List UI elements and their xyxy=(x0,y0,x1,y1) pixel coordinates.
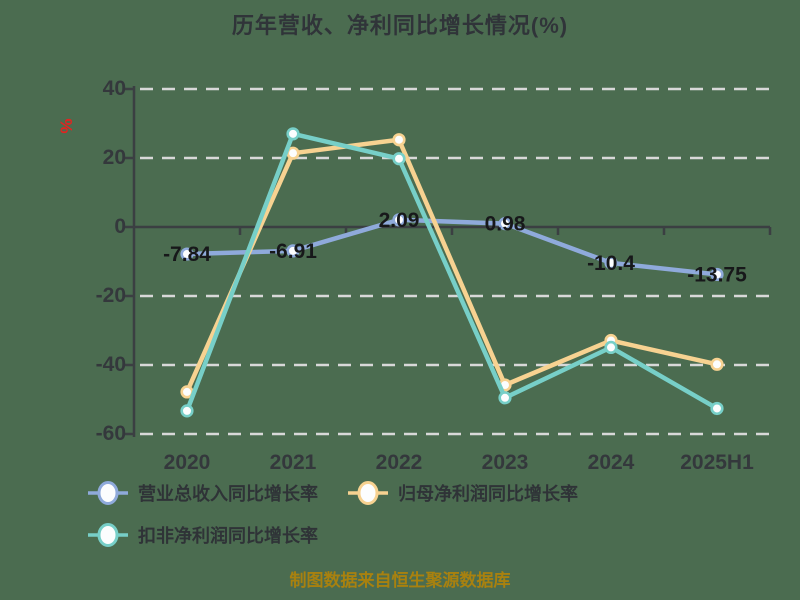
series-line-2 xyxy=(184,131,720,414)
legend-marker-icon xyxy=(88,481,128,505)
chart-title: 历年营收、净利同比增长情况(%) xyxy=(231,13,569,38)
x-tick-label: 2023 xyxy=(481,451,529,474)
data-point-label: 2.09 xyxy=(379,209,420,232)
data-point xyxy=(498,217,512,231)
data-point xyxy=(392,133,406,147)
data-point-label: -13.75 xyxy=(687,263,747,286)
data-point xyxy=(710,357,724,371)
x-tick-label: 2020 xyxy=(163,451,211,474)
data-point xyxy=(604,256,618,270)
y-tick-label: 20 xyxy=(102,146,126,169)
legend-item-1: 归母净利润同比增长率 xyxy=(348,479,578,507)
legend-marker-icon xyxy=(348,481,388,505)
data-point xyxy=(710,267,724,282)
data-point xyxy=(604,340,618,355)
data-source-note: 制图数据来自恒生聚源数据库 xyxy=(289,571,511,590)
y-tick-label: -20 xyxy=(95,284,126,307)
data-point-label: -6.91 xyxy=(269,240,317,263)
y-tick-label: -60 xyxy=(95,422,126,445)
legend-label: 营业总收入同比增长率 xyxy=(138,484,318,504)
data-point xyxy=(286,244,300,258)
legend-item-0: 营业总收入同比增长率 xyxy=(88,479,318,507)
data-point xyxy=(710,401,724,416)
data-point xyxy=(286,127,300,141)
y-tick-label: -40 xyxy=(95,353,126,376)
data-point xyxy=(498,391,512,405)
x-tick-label: 2024 xyxy=(587,451,635,474)
data-point xyxy=(392,213,406,227)
data-point xyxy=(392,152,406,166)
data-point-label: -10.4 xyxy=(587,252,635,275)
series-line-0 xyxy=(184,217,720,277)
legend-label: 归母净利润同比增长率 xyxy=(398,484,578,504)
data-point-label: 0.98 xyxy=(485,213,526,236)
legend-label: 扣非净利润同比增长率 xyxy=(138,526,318,546)
data-point xyxy=(180,404,194,418)
x-tick-label: 2025H1 xyxy=(680,451,754,474)
y-tick-label: 0 xyxy=(114,215,126,238)
x-tick-label: 2021 xyxy=(269,451,317,474)
legend-marker-icon xyxy=(88,523,128,547)
y-tick-label: 40 xyxy=(102,77,126,100)
legend-item-2: 扣非净利润同比增长率 xyxy=(88,521,318,549)
x-tick-label: 2022 xyxy=(375,451,423,474)
data-point xyxy=(180,247,194,261)
series-line-1 xyxy=(184,137,720,395)
data-point-label: -7.84 xyxy=(163,243,211,266)
